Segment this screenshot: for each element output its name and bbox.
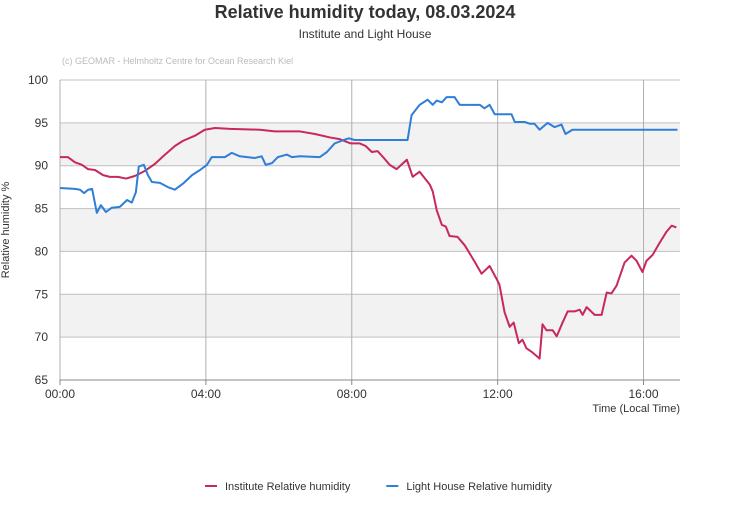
y-tick-label: 65 <box>35 373 49 387</box>
x-tick-label: 12:00 <box>483 387 513 401</box>
y-tick-label: 75 <box>35 287 49 301</box>
y-tick-label: 80 <box>35 244 49 258</box>
y-tick-label: 90 <box>35 159 49 173</box>
legend-label: Light House Relative humidity <box>406 481 552 493</box>
y-tick-label: 95 <box>35 116 49 130</box>
y-tick-label: 85 <box>35 202 49 216</box>
y-axis-title: Relative humidity % <box>0 181 12 278</box>
data-line <box>60 127 677 360</box>
grid <box>59 79 680 381</box>
chart-title: Relative humidity today, 08.03.2024 <box>215 2 516 22</box>
y-tick-label: 100 <box>28 73 48 87</box>
x-tick-label: 04:00 <box>191 387 221 401</box>
y-tick-label: 70 <box>35 330 49 344</box>
plot-band <box>60 208 680 252</box>
x-tick-label: 08:00 <box>337 387 367 401</box>
plot-band <box>60 294 680 338</box>
chart-subtitle: Institute and Light House <box>299 27 432 41</box>
data-line <box>59 96 678 214</box>
legend-label: Institute Relative humidity <box>225 481 351 493</box>
legend: Institute Relative humidity Light House R… <box>205 481 552 493</box>
x-axis-title: Time (Local Time) <box>592 403 680 415</box>
plot-bands <box>60 122 680 338</box>
x-tick-label: 16:00 <box>629 387 659 401</box>
credit: (c) GEOMAR - Helmholtz Centre for Ocean … <box>62 56 293 66</box>
x-tick-label: 00:00 <box>45 387 75 401</box>
